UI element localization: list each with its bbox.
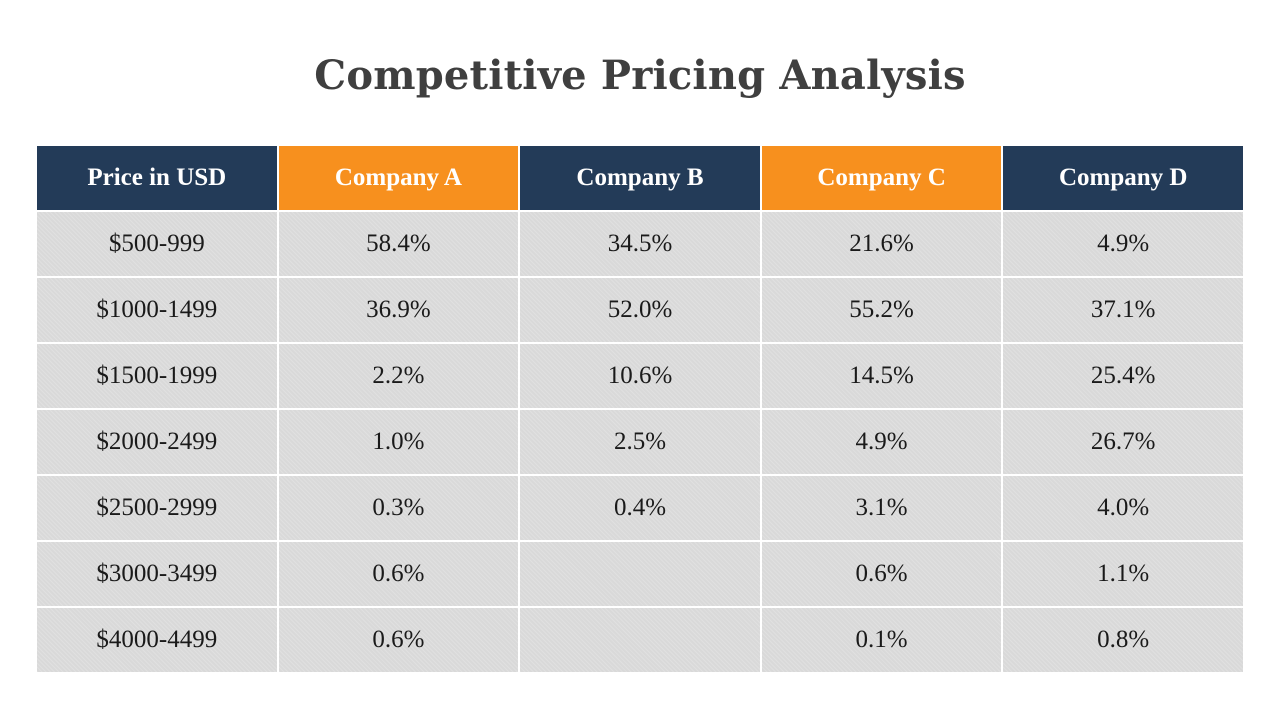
company-b-cell xyxy=(518,606,762,674)
page-title: Competitive Pricing Analysis xyxy=(314,52,966,99)
header-price-in-usd: Price in USD xyxy=(35,144,279,212)
company-d-cell: 37.1% xyxy=(1001,276,1245,344)
company-a-cell: 2.2% xyxy=(276,342,521,410)
company-c-cell: 4.9% xyxy=(759,408,1004,476)
header-company-c: Company C xyxy=(759,144,1004,212)
company-c-cell: 55.2% xyxy=(759,276,1004,344)
table-row: $1500-1999 2.2% 10.6% 14.5% 25.4% xyxy=(35,342,1245,410)
header-company-b: Company B xyxy=(518,144,762,212)
company-b-cell: 52.0% xyxy=(518,276,762,344)
company-c-cell: 0.6% xyxy=(759,540,1004,608)
price-range-cell: $500-999 xyxy=(35,210,279,278)
company-c-cell: 21.6% xyxy=(759,210,1004,278)
price-range-cell: $3000-3499 xyxy=(35,540,279,608)
company-a-cell: 0.6% xyxy=(276,540,521,608)
company-c-cell: 3.1% xyxy=(759,474,1004,542)
table-row: $2500-2999 0.3% 0.4% 3.1% 4.0% xyxy=(35,474,1245,542)
table-row: $1000-1499 36.9% 52.0% 55.2% 37.1% xyxy=(35,276,1245,344)
company-a-cell: 36.9% xyxy=(276,276,521,344)
price-range-cell: $2000-2499 xyxy=(35,408,279,476)
table-header-row: Price in USD Company A Company B Company… xyxy=(35,144,1245,212)
price-range-cell: $4000-4499 xyxy=(35,606,279,674)
company-d-cell: 26.7% xyxy=(1001,408,1245,476)
header-company-a: Company A xyxy=(276,144,521,212)
company-c-cell: 14.5% xyxy=(759,342,1004,410)
company-c-cell: 0.1% xyxy=(759,606,1004,674)
price-range-cell: $1000-1499 xyxy=(35,276,279,344)
header-company-d: Company D xyxy=(1001,144,1245,212)
company-d-cell: 25.4% xyxy=(1001,342,1245,410)
table-row: $4000-4499 0.6% 0.1% 0.8% xyxy=(35,606,1245,674)
table-row: $3000-3499 0.6% 0.6% 1.1% xyxy=(35,540,1245,608)
company-a-cell: 58.4% xyxy=(276,210,521,278)
company-a-cell: 1.0% xyxy=(276,408,521,476)
price-range-cell: $2500-2999 xyxy=(35,474,279,542)
company-b-cell: 0.4% xyxy=(518,474,762,542)
company-b-cell: 2.5% xyxy=(518,408,762,476)
company-b-cell: 10.6% xyxy=(518,342,762,410)
company-d-cell: 4.9% xyxy=(1001,210,1245,278)
company-d-cell: 0.8% xyxy=(1001,606,1245,674)
company-d-cell: 4.0% xyxy=(1001,474,1245,542)
table-row: $500-999 58.4% 34.5% 21.6% 4.9% xyxy=(35,210,1245,278)
company-a-cell: 0.6% xyxy=(276,606,521,674)
company-b-cell xyxy=(518,540,762,608)
price-range-cell: $1500-1999 xyxy=(35,342,279,410)
company-b-cell: 34.5% xyxy=(518,210,762,278)
company-a-cell: 0.3% xyxy=(276,474,521,542)
company-d-cell: 1.1% xyxy=(1001,540,1245,608)
pricing-table: Price in USD Company A Company B Company… xyxy=(35,144,1245,674)
table-row: $2000-2499 1.0% 2.5% 4.9% 26.7% xyxy=(35,408,1245,476)
